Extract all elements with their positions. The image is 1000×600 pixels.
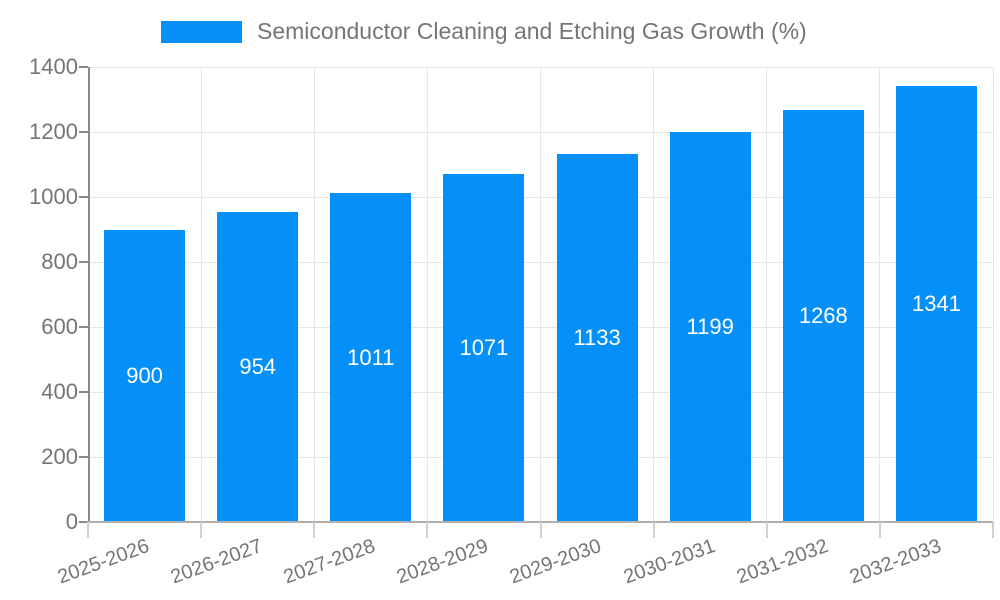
gridline-vertical bbox=[879, 67, 881, 522]
y-axis-label: 1000 bbox=[29, 184, 78, 209]
y-axis-tick bbox=[79, 261, 88, 263]
y-axis-label: 1200 bbox=[29, 119, 78, 144]
gridline-vertical bbox=[653, 67, 655, 522]
legend-swatch bbox=[161, 21, 242, 43]
y-axis-label: 1400 bbox=[29, 54, 78, 79]
chart-title: Semiconductor Cleaning and Etching Gas G… bbox=[257, 17, 807, 44]
plot-area: 900 954 1011 1071 1133 1199 1268 1341 bbox=[88, 66, 994, 522]
y-axis-label: 800 bbox=[41, 249, 78, 274]
x-axis-tick bbox=[539, 522, 542, 538]
bar-value-label: 900 bbox=[126, 362, 163, 388]
gridline-vertical bbox=[540, 67, 541, 522]
x-axis-label: 2031-2032 bbox=[733, 535, 831, 589]
gridline-vertical bbox=[766, 67, 768, 522]
y-axis-label: 0 bbox=[65, 509, 78, 534]
bar-value-label: 954 bbox=[239, 353, 277, 379]
x-axis-tick bbox=[765, 522, 768, 538]
bar bbox=[104, 229, 186, 522]
x-axis-tick bbox=[992, 522, 994, 538]
x-axis-label: 2025-2026 bbox=[54, 535, 153, 589]
x-axis-label: 2027-2028 bbox=[280, 535, 379, 589]
bar bbox=[217, 211, 299, 522]
y-axis-tick bbox=[79, 326, 88, 328]
bar-value-label: 1199 bbox=[686, 314, 734, 340]
x-axis-tick bbox=[313, 522, 316, 538]
y-axis-tick bbox=[79, 131, 88, 133]
gridline-vertical bbox=[313, 67, 315, 522]
x-axis-tick bbox=[652, 522, 655, 538]
gridline-vertical bbox=[426, 67, 428, 522]
x-axis-label: 2026-2027 bbox=[167, 535, 266, 589]
bar-value-label: 1071 bbox=[459, 334, 509, 360]
y-axis-tick bbox=[79, 66, 88, 68]
x-axis-tick bbox=[87, 522, 89, 538]
x-axis-tick bbox=[878, 522, 881, 538]
x-axis-tick bbox=[426, 522, 429, 538]
bar bbox=[443, 173, 525, 522]
y-axis-tick bbox=[79, 391, 88, 393]
gridline-vertical bbox=[992, 67, 994, 522]
x-axis-label: 2029-2030 bbox=[507, 535, 605, 589]
bar-value-label: 1133 bbox=[573, 324, 621, 350]
gridline-vertical bbox=[200, 67, 202, 522]
x-axis-label: 2032-2033 bbox=[846, 535, 944, 589]
bar bbox=[556, 153, 638, 522]
x-axis-label: 2030-2031 bbox=[620, 535, 718, 589]
y-axis-tick bbox=[79, 196, 88, 198]
x-axis-tick bbox=[200, 522, 203, 538]
bar bbox=[669, 132, 751, 522]
bar-value-label: 1341 bbox=[911, 291, 961, 317]
bar bbox=[782, 109, 864, 522]
y-axis-tick bbox=[79, 456, 88, 458]
bar bbox=[895, 86, 977, 522]
bar-value-label: 1011 bbox=[347, 344, 395, 370]
y-axis-tick bbox=[79, 521, 88, 523]
bar-value-label: 1268 bbox=[798, 302, 848, 328]
bar bbox=[330, 193, 412, 522]
y-axis-label: 600 bbox=[41, 314, 78, 339]
y-axis-label: 200 bbox=[41, 444, 78, 469]
x-axis-label: 2028-2029 bbox=[394, 535, 492, 589]
y-axis-label: 400 bbox=[41, 379, 78, 404]
y-axis-line bbox=[88, 67, 90, 522]
